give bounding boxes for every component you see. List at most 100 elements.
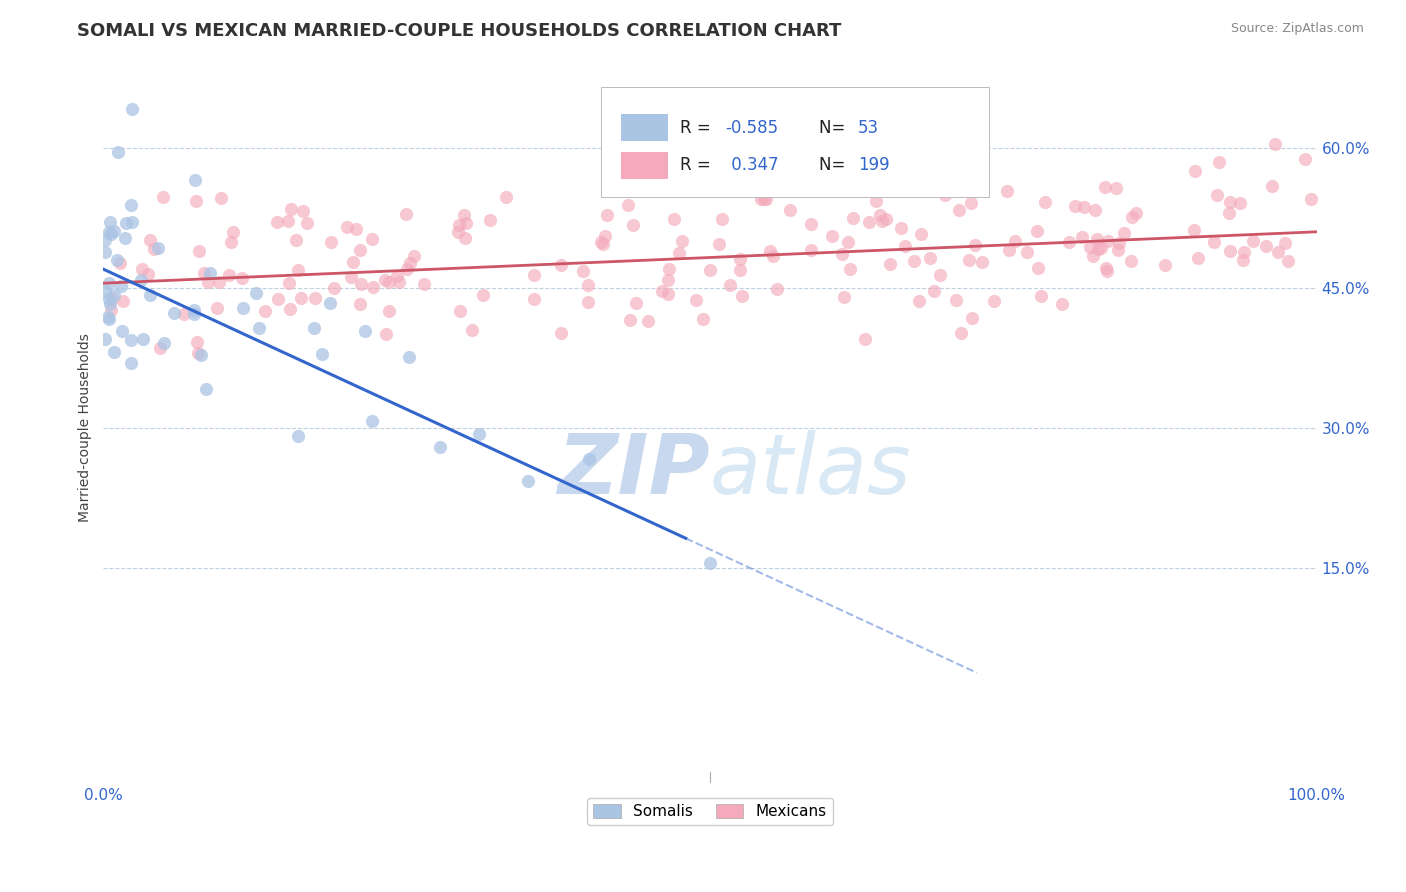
Point (339, 270, 361, 285)
Point (1033, 194, 1056, 209)
Point (1153, 258, 1175, 272)
Point (752, 192, 775, 206)
Point (858, 215, 880, 229)
Point (454, 216, 477, 230)
Point (657, 273, 679, 287)
Point (879, 257, 901, 271)
Point (97, 225, 120, 239)
Point (110, 256, 132, 270)
Point (447, 225, 470, 239)
Point (139, 287, 162, 301)
Point (966, 171, 988, 186)
Point (231, 301, 253, 315)
Point (186, 194, 208, 208)
Point (1267, 245, 1289, 260)
Point (453, 208, 475, 222)
Point (1084, 203, 1107, 218)
Point (1105, 181, 1128, 195)
Point (842, 211, 865, 225)
Point (120, 333, 142, 347)
Point (621, 218, 644, 232)
Point (948, 202, 970, 217)
Point (589, 235, 612, 250)
Point (1090, 242, 1112, 256)
Text: atlas: atlas (710, 430, 911, 511)
Point (404, 249, 426, 263)
Point (131, 261, 153, 276)
Point (398, 350, 420, 364)
Point (1299, 192, 1322, 206)
Point (103, 288, 125, 302)
Point (100, 227, 122, 241)
Point (100, 302, 122, 317)
Point (759, 244, 782, 259)
Point (344, 222, 367, 236)
Point (100, 292, 122, 306)
Point (129, 272, 152, 286)
Point (523, 292, 546, 306)
Point (193, 266, 215, 280)
Point (1218, 205, 1240, 219)
Text: 199: 199 (858, 156, 890, 174)
Point (111, 294, 134, 309)
Point (377, 276, 399, 290)
Point (617, 198, 640, 212)
Text: 0.347: 0.347 (725, 156, 779, 174)
Point (959, 195, 981, 210)
Point (762, 249, 785, 263)
Point (284, 233, 307, 247)
Point (388, 275, 411, 289)
Point (837, 235, 859, 249)
Point (1078, 240, 1101, 254)
Point (1094, 180, 1116, 194)
Point (143, 243, 166, 257)
Legend: Somalis, Mexicans: Somalis, Mexicans (588, 797, 832, 825)
Text: R =: R = (679, 156, 716, 174)
Point (1057, 235, 1080, 249)
Text: -0.585: -0.585 (725, 119, 779, 136)
Point (934, 188, 956, 202)
Point (120, 198, 142, 212)
Point (198, 266, 221, 280)
Point (98, 297, 121, 311)
Point (908, 294, 931, 309)
Point (731, 288, 754, 302)
Point (692, 311, 714, 326)
Point (1187, 251, 1209, 265)
Point (173, 307, 195, 321)
Point (550, 326, 572, 340)
Point (1219, 194, 1241, 209)
Point (658, 262, 681, 277)
Point (245, 286, 267, 301)
Point (468, 426, 491, 441)
Point (278, 276, 301, 290)
Point (1261, 178, 1284, 193)
Point (291, 203, 314, 218)
Point (869, 208, 891, 222)
Point (302, 321, 325, 335)
Point (699, 556, 721, 570)
Point (290, 291, 312, 305)
Point (671, 234, 693, 248)
Point (960, 311, 983, 326)
Text: Source: ZipAtlas.com: Source: ZipAtlas.com (1230, 22, 1364, 36)
Point (931, 178, 953, 192)
Point (963, 238, 986, 252)
Point (186, 335, 208, 350)
Point (838, 261, 860, 276)
Point (209, 191, 232, 205)
FancyBboxPatch shape (621, 152, 668, 178)
Point (153, 335, 176, 350)
Point (707, 236, 730, 251)
Point (107, 145, 129, 160)
Point (186, 346, 208, 360)
Point (1264, 136, 1286, 151)
Text: ZIP: ZIP (557, 430, 710, 511)
Point (449, 304, 471, 318)
Point (894, 239, 917, 253)
Point (319, 235, 342, 250)
Point (728, 252, 751, 266)
Point (718, 277, 741, 292)
Point (277, 214, 299, 228)
Point (350, 277, 373, 291)
